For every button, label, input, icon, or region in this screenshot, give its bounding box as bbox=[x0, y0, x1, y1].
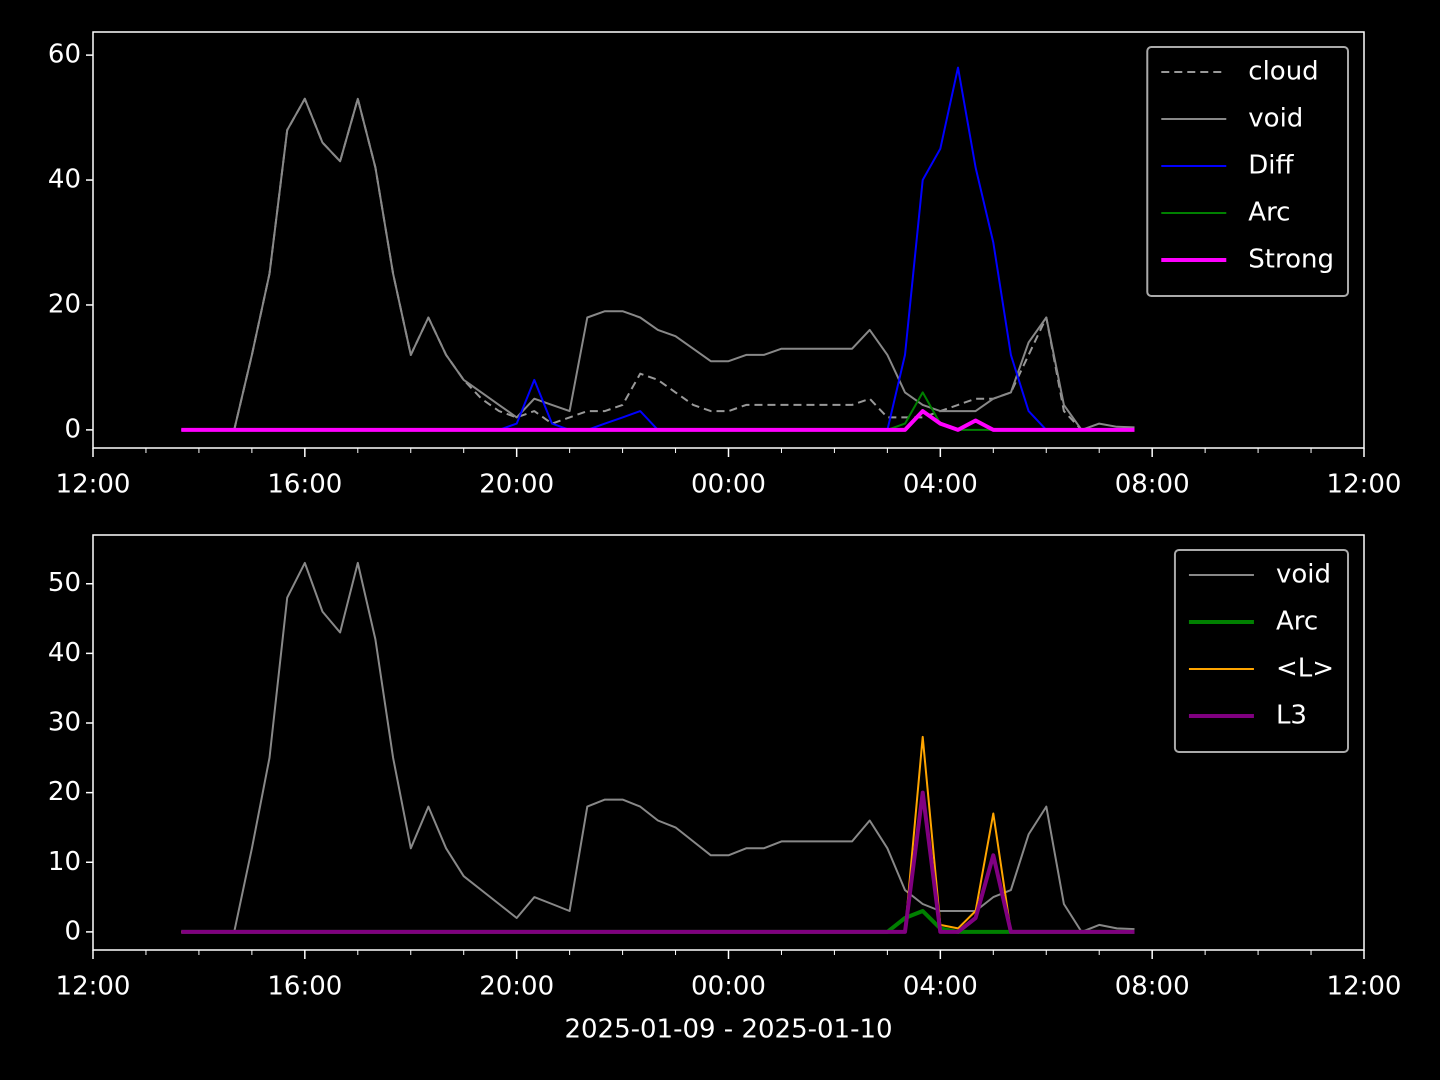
legend-label: L3 bbox=[1276, 701, 1307, 731]
series-line bbox=[181, 97, 1135, 431]
x-tick-label: 16:00 bbox=[267, 972, 342, 1002]
y-tick-label: 40 bbox=[48, 165, 81, 195]
legend-label: Diff bbox=[1248, 151, 1294, 181]
legend-label: Arc bbox=[1276, 607, 1318, 637]
x-tick-label: 12:00 bbox=[1327, 470, 1402, 500]
x-tick-label: 20:00 bbox=[479, 470, 554, 500]
legend: cloud void Diff Arc Strong bbox=[1146, 46, 1349, 297]
x-tick-label: 04:00 bbox=[903, 470, 978, 500]
series-line bbox=[181, 561, 1135, 933]
y-tick-label: 0 bbox=[64, 916, 81, 946]
legend-label: cloud bbox=[1248, 57, 1318, 87]
series-line bbox=[181, 97, 1135, 431]
legend-box bbox=[1173, 549, 1349, 753]
x-tick-label: 20:00 bbox=[479, 972, 554, 1002]
y-tick-label: 30 bbox=[48, 708, 81, 738]
y-tick-label: 60 bbox=[48, 40, 81, 70]
x-tick-label: 04:00 bbox=[903, 972, 978, 1002]
x-tick-label: 16:00 bbox=[267, 470, 342, 500]
x-tick-label: 00:00 bbox=[691, 972, 766, 1002]
series-line bbox=[181, 735, 1135, 933]
x-tick-label: 12:00 bbox=[56, 470, 131, 500]
y-tick-label: 20 bbox=[48, 289, 81, 319]
x-tick-label: 12:00 bbox=[56, 972, 131, 1002]
x-tick-label: 00:00 bbox=[691, 470, 766, 500]
legend: void Arc <L> L3 bbox=[1173, 549, 1349, 753]
y-tick-label: 50 bbox=[48, 568, 81, 598]
legend-label: Strong bbox=[1248, 245, 1334, 275]
x-tick-label: 08:00 bbox=[1115, 470, 1190, 500]
legend-label: Arc bbox=[1248, 198, 1290, 228]
y-tick-label: 20 bbox=[48, 777, 81, 807]
legend-label: void bbox=[1276, 560, 1331, 590]
series-line bbox=[181, 909, 1135, 934]
axes-frame bbox=[92, 534, 1365, 951]
x-tick-label: 08:00 bbox=[1115, 972, 1190, 1002]
y-tick-label: 10 bbox=[48, 847, 81, 877]
series-line bbox=[181, 409, 1135, 432]
x-tick-label: 12:00 bbox=[1327, 972, 1402, 1002]
legend-box bbox=[1146, 46, 1349, 297]
series-line bbox=[181, 790, 1135, 934]
legend-label: <L> bbox=[1276, 654, 1334, 684]
legend-label: void bbox=[1248, 104, 1303, 134]
y-tick-label: 0 bbox=[64, 414, 81, 444]
x-axis-label: 2025-01-09 - 2025-01-10 bbox=[564, 1015, 892, 1045]
y-tick-label: 40 bbox=[48, 638, 81, 668]
series-line bbox=[181, 66, 1135, 431]
